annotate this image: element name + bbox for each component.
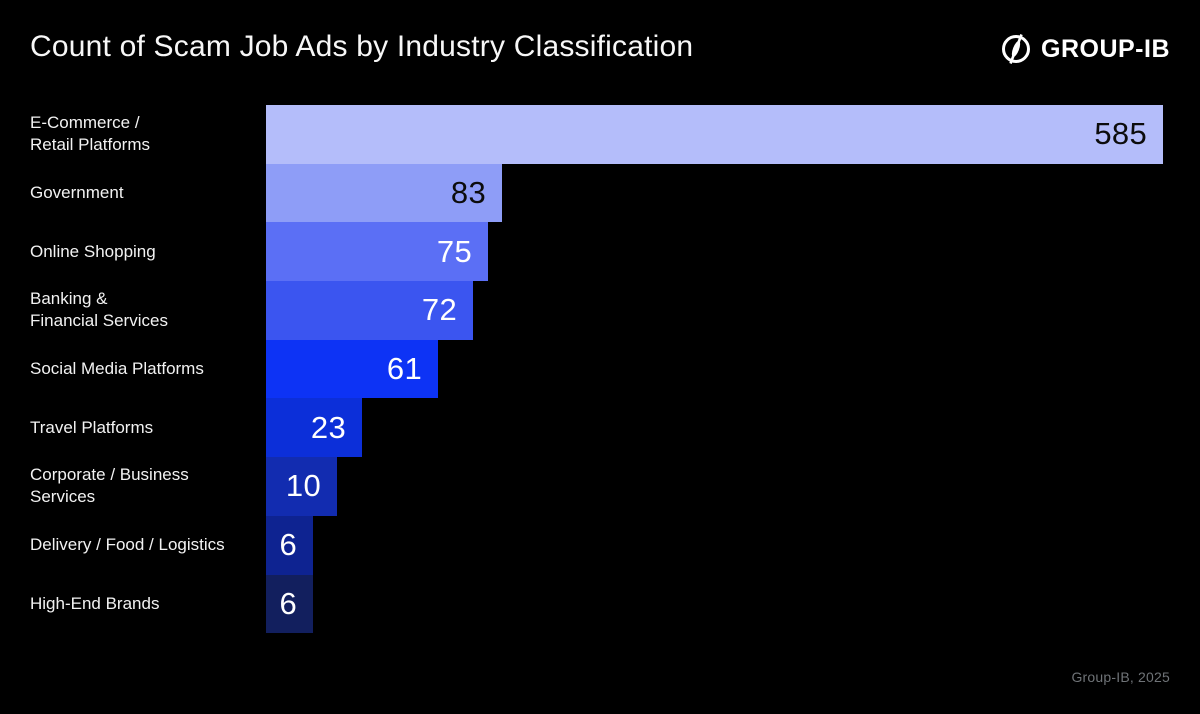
- bar-value-label: 10: [285, 468, 321, 504]
- bar-chart: E-Commerce / Retail Platforms 585 Governme…: [0, 105, 1200, 634]
- bar-value-label: 23: [310, 409, 346, 445]
- chart-row: High-End Brands 6: [0, 574, 1200, 634]
- bar: 23: [266, 398, 362, 458]
- page-title: Count of Scam Job Ads by Industry Classi…: [30, 30, 694, 63]
- category-label: Delivery / Food / Logistics: [30, 535, 225, 555]
- bar: 75: [266, 222, 488, 282]
- chart-row: Delivery / Food / Logistics 6: [0, 515, 1200, 575]
- chart-credit: Group-IB, 2025: [1071, 669, 1170, 685]
- category-label: Travel Platforms: [30, 417, 154, 437]
- bar: 6: [266, 515, 313, 575]
- bar-value-label: 83: [450, 175, 486, 211]
- chart-row: Government 83: [0, 163, 1200, 223]
- category-label: E-Commerce / Retail Platforms: [30, 113, 150, 155]
- category-label: Banking & Financial Services: [30, 289, 168, 331]
- bar-value-label: 61: [386, 351, 422, 387]
- chart-row: Online Shopping 75: [0, 222, 1200, 282]
- brand-logo: GROUP-IB: [999, 32, 1170, 66]
- bar-value-label: 6: [279, 585, 297, 621]
- chart-row: Travel Platforms 23: [0, 398, 1200, 458]
- bar: 6: [266, 574, 313, 634]
- category-label: Corporate / Business Services: [30, 465, 189, 507]
- bar-value-label: 6: [279, 527, 297, 563]
- bar: 585: [266, 105, 1163, 164]
- chart-row: E-Commerce / Retail Platforms 585: [0, 105, 1200, 164]
- bar: 10: [266, 457, 337, 516]
- category-label: High-End Brands: [30, 593, 160, 613]
- category-label: Online Shopping: [30, 241, 156, 261]
- bar: 72: [266, 281, 473, 340]
- bar: 83: [266, 163, 502, 223]
- bar: 61: [266, 339, 438, 399]
- bar-value-label: 72: [421, 292, 457, 328]
- category-label: Government: [30, 183, 124, 203]
- bar-value-label: 585: [1094, 116, 1147, 152]
- category-label: Social Media Platforms: [30, 359, 204, 379]
- brand-logo-text: GROUP-IB: [1041, 34, 1170, 63]
- chart-row: Corporate / Business Services 10: [0, 457, 1200, 516]
- group-ib-circle-slash-icon: [999, 32, 1033, 66]
- chart-row: Banking & Financial Services 72: [0, 281, 1200, 340]
- bar-value-label: 75: [436, 233, 472, 269]
- chart-row: Social Media Platforms 61: [0, 339, 1200, 399]
